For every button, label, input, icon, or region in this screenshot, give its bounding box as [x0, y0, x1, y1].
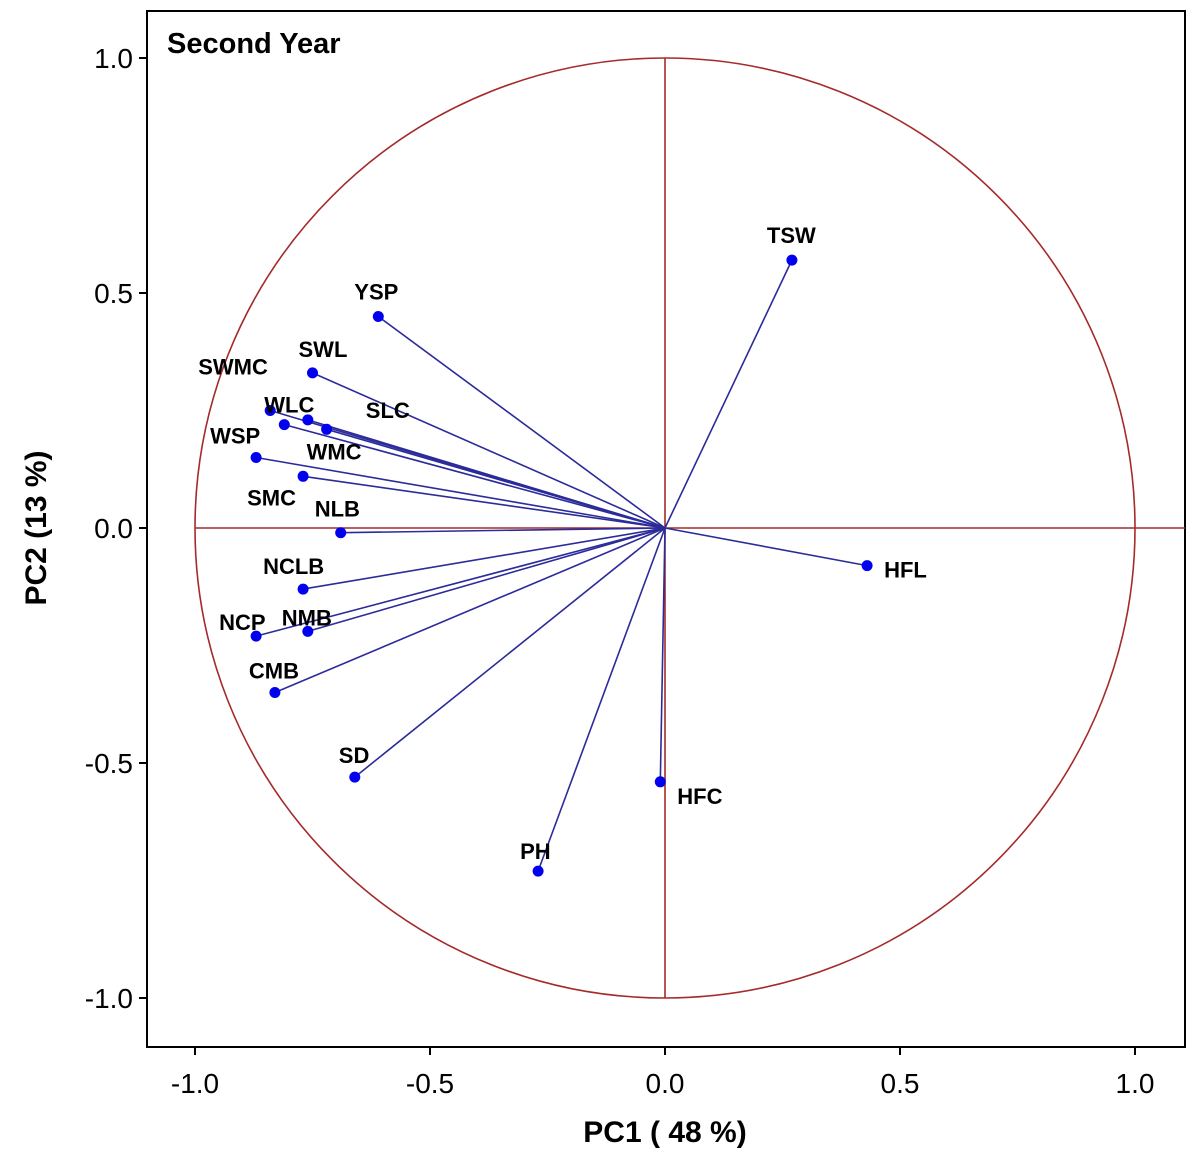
x-tick-label: 0.5 — [881, 1068, 920, 1099]
label-nmb: NMB — [282, 605, 332, 630]
point-wsp — [250, 452, 262, 463]
point-wlc — [278, 419, 290, 431]
point-hfl — [861, 560, 873, 572]
plot-frame — [146, 10, 1186, 1048]
vector-sd — [354, 527, 666, 778]
vector-nmb — [307, 527, 666, 633]
vector-ph — [537, 527, 666, 872]
loading-points — [250, 254, 873, 877]
label-wsp: WSP — [210, 424, 260, 449]
point-nmb — [302, 625, 314, 637]
label-wmc: WMC — [307, 439, 362, 464]
label-sd: SD — [339, 743, 370, 768]
point-ysp — [372, 311, 384, 322]
vector-nlb — [340, 527, 666, 534]
label-hfl: HFL — [884, 558, 927, 583]
x-tick-label: 0.0 — [646, 1068, 685, 1099]
point-slc — [302, 414, 314, 426]
label-ncp: NCP — [219, 610, 265, 635]
point-hfc — [654, 776, 666, 788]
vector-tsw — [664, 259, 793, 529]
point-smc — [297, 470, 309, 482]
label-smc: SMC — [247, 485, 296, 510]
point-cmb — [269, 687, 281, 698]
point-nlb — [335, 527, 347, 539]
x-axis-title: PC1 ( 48 %) — [583, 1116, 746, 1149]
label-hfc: HFC — [677, 784, 722, 809]
label-wlc: WLC — [264, 393, 314, 418]
vector-hfl — [664, 527, 868, 567]
label-slc: SLC — [366, 398, 410, 423]
point-ph — [532, 865, 544, 877]
vector-smc — [302, 475, 666, 529]
label-nlb: NLB — [315, 497, 360, 522]
y-tick-label: -1.0 — [85, 983, 133, 1014]
y-tick-label: 0.5 — [94, 278, 133, 309]
x-tick-label: -0.5 — [406, 1068, 454, 1099]
label-swl: SWL — [299, 337, 348, 362]
point-swmc — [264, 405, 276, 416]
vector-wsp — [255, 456, 666, 529]
y-tick-label: -0.5 — [85, 748, 133, 779]
label-tsw: TSW — [767, 223, 816, 248]
vector-cmb — [274, 527, 666, 694]
vector-wlc — [284, 423, 666, 529]
label-ysp: YSP — [354, 280, 398, 305]
point-ncp — [250, 630, 262, 642]
unit-circle-layer — [194, 57, 1136, 999]
label-swmc: SWMC — [198, 355, 268, 380]
point-nclb — [297, 583, 309, 595]
axis-ticks: -1.0 -0.5 0.0 0.5 1.0 1.0 0.5 0.0 -0.5 -1.0 — [85, 43, 1155, 1099]
label-ph: PH — [520, 839, 551, 864]
vector-ysp — [377, 315, 666, 529]
vector-hfc — [659, 527, 666, 782]
y-tick-label: 0.0 — [94, 513, 133, 544]
vector-ncp — [255, 527, 666, 637]
x-tick-label: -1.0 — [171, 1068, 219, 1099]
point-tsw — [786, 254, 798, 266]
point-swl — [307, 367, 318, 379]
loading-vectors — [255, 259, 868, 872]
vector-swl — [312, 372, 666, 529]
y-tick-label: 1.0 — [94, 43, 133, 74]
correlation-circle — [194, 57, 1136, 999]
label-nclb: NCLB — [263, 554, 324, 579]
point-sd — [349, 771, 361, 783]
point-wmc — [321, 423, 333, 435]
vector-nclb — [302, 527, 666, 590]
label-cmb: CMB — [249, 659, 299, 684]
y-axis-title: PC2 (13 %) — [20, 450, 53, 605]
vector-wmc — [326, 428, 666, 529]
chart-title: Second Year — [167, 28, 341, 60]
x-tick-label: 1.0 — [1116, 1068, 1155, 1099]
